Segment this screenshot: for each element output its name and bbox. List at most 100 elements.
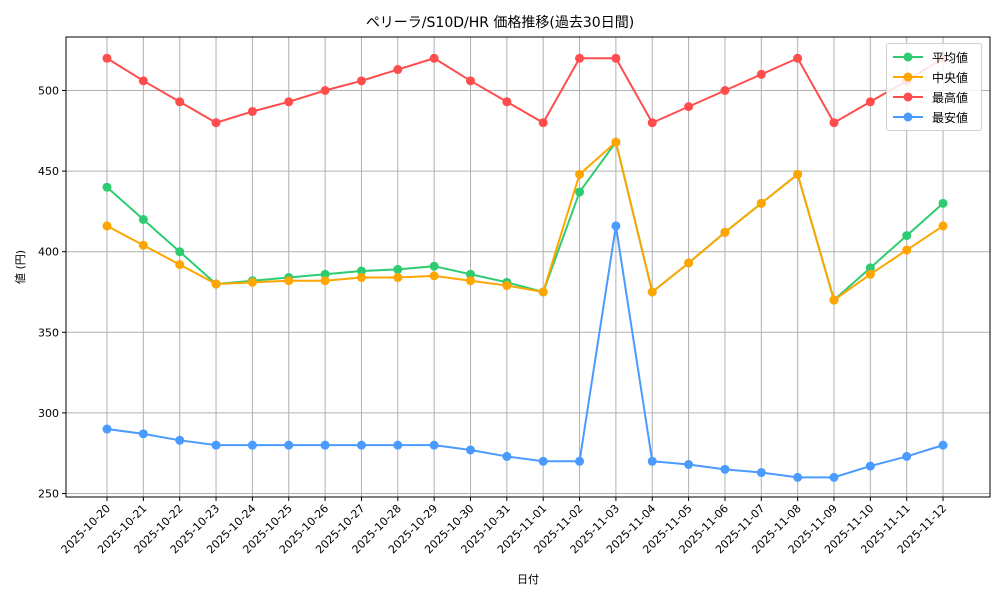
plot-frame — [65, 36, 991, 498]
data-point — [538, 287, 548, 297]
data-point — [393, 272, 403, 282]
data-point — [466, 269, 475, 279]
legend-item: 平均値 — [887, 47, 981, 67]
data-point — [102, 424, 112, 434]
data-point — [720, 227, 730, 237]
data-point — [647, 118, 657, 128]
data-point — [684, 258, 694, 268]
legend: 平均値中央値最高値最安値 — [886, 43, 982, 131]
x-axis-ticks: 2025-10-202025-10-212025-10-222025-10-23… — [59, 497, 949, 556]
data-point — [756, 468, 766, 478]
data-point — [756, 198, 766, 208]
data-point — [611, 137, 621, 147]
series-最高値 — [102, 53, 948, 128]
data-point — [902, 451, 912, 461]
data-point — [429, 261, 439, 271]
data-point — [320, 276, 330, 286]
data-point — [865, 461, 875, 471]
data-point — [211, 440, 221, 450]
grid-lines — [66, 37, 990, 497]
data-point — [720, 464, 730, 474]
data-point — [320, 440, 330, 450]
data-point — [684, 459, 694, 469]
data-point — [247, 440, 257, 450]
data-point — [247, 277, 257, 287]
data-point — [538, 118, 548, 128]
data-point — [938, 198, 948, 208]
y-tick-label: 500 — [38, 85, 59, 98]
legend-label: 中央値 — [932, 71, 969, 85]
legend-label: 最高値 — [932, 91, 969, 105]
data-point — [356, 266, 366, 276]
data-point — [429, 440, 439, 450]
data-point — [320, 269, 330, 279]
data-point — [466, 445, 475, 455]
data-point — [175, 260, 185, 270]
legend-item: 最安値 — [887, 107, 981, 127]
data-point — [865, 97, 875, 107]
data-point — [575, 187, 585, 197]
data-point — [429, 53, 439, 63]
data-point — [902, 245, 912, 255]
data-point — [865, 269, 875, 279]
data-point — [793, 472, 803, 482]
data-point — [720, 86, 730, 95]
data-point — [175, 247, 185, 257]
data-point — [284, 97, 294, 107]
data-point — [138, 429, 148, 439]
y-tick-label: 450 — [38, 165, 59, 178]
data-point — [356, 272, 366, 282]
data-point — [538, 456, 548, 466]
data-point — [793, 169, 803, 179]
y-tick-label: 350 — [38, 326, 59, 339]
data-point — [356, 440, 366, 450]
data-point — [829, 118, 839, 128]
series-平均値 — [102, 137, 948, 305]
data-point — [684, 102, 694, 112]
data-point — [829, 295, 839, 305]
data-point — [102, 182, 112, 192]
data-series — [102, 53, 948, 482]
y-tick-label: 400 — [38, 246, 59, 259]
legend-marker-icon — [893, 92, 923, 102]
data-point — [138, 214, 148, 224]
y-tick-label: 300 — [38, 407, 59, 420]
data-point — [356, 76, 366, 86]
legend-item: 中央値 — [887, 67, 981, 87]
data-point — [284, 440, 294, 450]
data-point — [138, 76, 148, 86]
legend-marker-icon — [893, 72, 923, 82]
data-point — [829, 472, 839, 482]
data-point — [575, 456, 585, 466]
data-point — [938, 440, 948, 450]
series-中央値 — [102, 137, 948, 305]
data-point — [211, 118, 221, 128]
data-point — [393, 440, 403, 450]
data-point — [502, 281, 512, 291]
data-point — [502, 97, 512, 107]
data-point — [466, 276, 475, 286]
data-point — [611, 53, 621, 63]
data-point — [284, 276, 294, 286]
data-point — [211, 279, 221, 289]
y-axis-ticks: 250 300 350 400 450 500 — [38, 85, 66, 501]
legend-label: 平均値 — [932, 51, 969, 65]
data-point — [320, 86, 330, 95]
data-point — [429, 271, 439, 281]
data-point — [393, 264, 403, 274]
data-point — [102, 221, 112, 231]
legend-label: 最安値 — [932, 111, 969, 125]
data-point — [175, 435, 185, 445]
data-point — [247, 106, 257, 116]
x-axis-label: 日付 — [517, 573, 539, 586]
data-point — [102, 53, 112, 63]
data-point — [611, 221, 621, 231]
data-point — [466, 76, 475, 86]
y-axis-label: 値 (円) — [14, 250, 27, 284]
data-point — [647, 456, 657, 466]
data-point — [138, 240, 148, 250]
data-point — [575, 53, 585, 63]
data-point — [175, 97, 185, 107]
data-point — [575, 169, 585, 179]
